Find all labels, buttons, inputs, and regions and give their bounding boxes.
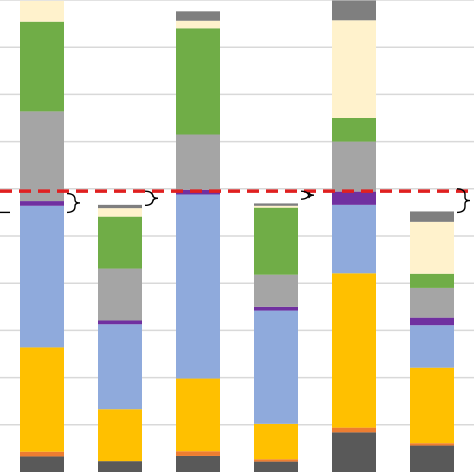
bar-segment-5-1 — [410, 443, 454, 446]
bar-stack-0 — [20, 0, 64, 472]
bar-segment-5-7 — [410, 221, 454, 274]
gridlines — [0, 0, 474, 426]
bar-segment-3-8 — [254, 203, 298, 206]
bar-segment-2-5 — [176, 134, 220, 190]
bar-segment-2-2 — [176, 378, 220, 452]
annotations — [0, 188, 474, 214]
bar-segment-1-6 — [98, 216, 142, 269]
bar-segment-4-0 — [332, 432, 376, 472]
bar-segment-4-5 — [332, 141, 376, 192]
bars — [20, 0, 454, 472]
bar-segment-5-6 — [410, 273, 454, 288]
brace-3 — [456, 188, 471, 214]
bar-stack-1 — [98, 204, 142, 472]
bar-segment-0-4 — [20, 201, 64, 206]
bar-segment-4-6 — [332, 118, 376, 142]
bar-segment-2-8 — [176, 11, 220, 21]
bar-segment-2-3 — [176, 194, 220, 379]
bar-segment-0-7 — [20, 0, 64, 22]
bar-stack-3 — [254, 203, 298, 472]
bar-segment-4-1 — [332, 427, 376, 433]
bar-segment-4-2 — [332, 273, 376, 428]
bar-segment-5-5 — [410, 287, 454, 318]
bar-segment-2-6 — [176, 28, 220, 135]
bar-segment-1-8 — [98, 204, 142, 209]
bar-segment-3-5 — [254, 274, 298, 307]
bar-segment-4-3 — [332, 204, 376, 274]
bar-segment-0-6 — [20, 21, 64, 112]
bar-segment-3-1 — [254, 459, 298, 462]
bar-segment-2-0 — [176, 455, 220, 472]
brace-2 — [300, 190, 315, 200]
brace-0 — [66, 192, 81, 214]
brace-1 — [144, 190, 159, 207]
bar-segment-1-4 — [98, 320, 142, 325]
bar-segment-5-8 — [410, 211, 454, 222]
bar-segment-0-3 — [20, 205, 64, 348]
bar-segment-5-2 — [410, 367, 454, 444]
bar-segment-5-4 — [410, 317, 454, 326]
bar-segment-2-7 — [176, 20, 220, 29]
bar-segment-4-7 — [332, 20, 376, 119]
bar-segment-5-0 — [410, 445, 454, 472]
bar-segment-4-4 — [332, 191, 376, 205]
bar-segment-0-0 — [20, 456, 64, 472]
bar-segment-3-3 — [254, 310, 298, 424]
bar-segment-3-6 — [254, 207, 298, 275]
bar-segment-3-2 — [254, 423, 298, 460]
bar-stack-5 — [410, 211, 454, 472]
bar-segment-1-3 — [98, 324, 142, 410]
bar-segment-3-4 — [254, 306, 298, 311]
bar-segment-3-0 — [254, 461, 298, 472]
bar-segment-1-5 — [98, 268, 142, 321]
bar-segment-3-7 — [254, 205, 298, 208]
bar-segment-5-3 — [410, 325, 454, 368]
bar-stack-2 — [176, 11, 220, 472]
bar-segment-1-7 — [98, 208, 142, 217]
bar-segment-2-1 — [176, 451, 220, 456]
bar-segment-4-8 — [332, 0, 376, 21]
bar-segment-0-1 — [20, 451, 64, 457]
bar-segment-1-0 — [98, 461, 142, 472]
bar-segment-0-2 — [20, 347, 64, 452]
bar-stack-4 — [332, 0, 376, 472]
bar-segment-1-2 — [98, 409, 142, 462]
bar-segment-0-5 — [20, 111, 64, 202]
